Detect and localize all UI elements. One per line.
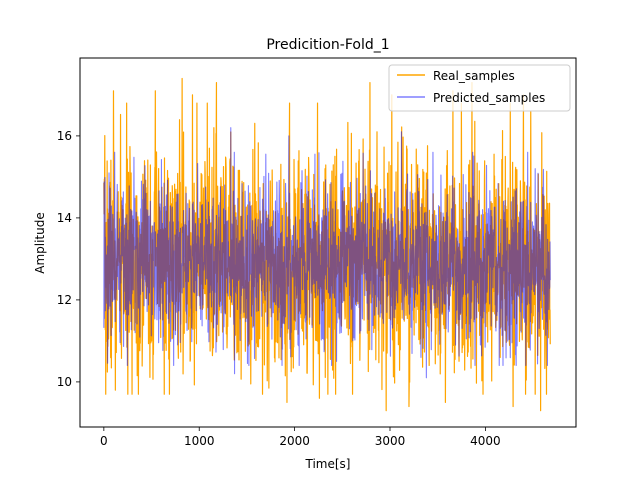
legend-box (388, 64, 571, 112)
y-tick-label: 12 (57, 293, 72, 307)
y-tick-label: 14 (57, 211, 72, 225)
x-tick-label: 3000 (375, 434, 406, 448)
series-line-predicted-samples (103, 127, 551, 379)
y-tick-label: 10 (57, 375, 72, 389)
x-axis: 0 1000 2000 3000 4000 (100, 427, 501, 448)
legend-label-predicted: Predicted_samples (433, 91, 545, 105)
x-tick-label: 1000 (184, 434, 215, 448)
x-tick-label: 2000 (279, 434, 310, 448)
y-axis-label: Amplitude (33, 212, 47, 274)
x-tick-label: 4000 (470, 434, 501, 448)
y-axis: 10 12 14 16 (57, 129, 80, 389)
axes-frame (79, 57, 577, 428)
plot-area (103, 77, 551, 412)
x-axis-label: Time[s] (305, 457, 351, 471)
legend-label-real: Real_samples (433, 69, 515, 83)
x-tick-label: 0 (100, 434, 108, 448)
y-tick-label: 16 (57, 129, 72, 143)
legend: Real_samples Predicted_samples (388, 64, 571, 112)
chart-title: Predicition-Fold_1 (266, 37, 389, 53)
